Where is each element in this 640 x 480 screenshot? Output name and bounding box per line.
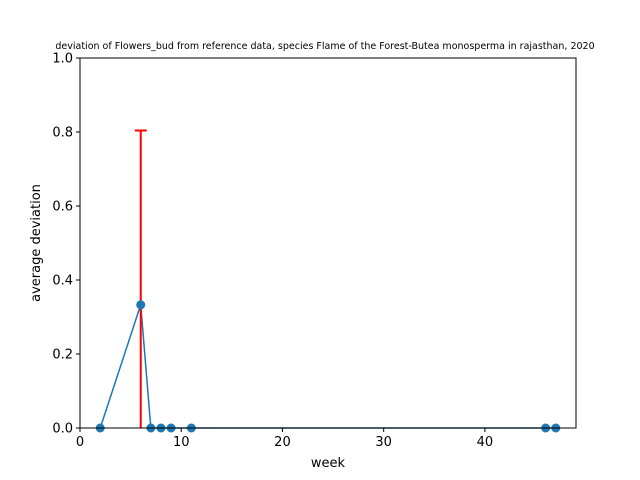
plot-area: [95, 129, 561, 433]
y-tick-label: 0.8: [52, 126, 73, 141]
plot-frame: [79, 57, 577, 429]
series-line: [99, 304, 556, 429]
x-tick-label: 10: [173, 435, 190, 450]
x-tick-label: 40: [477, 435, 494, 450]
x-tick-label: 30: [375, 435, 392, 450]
y-tick-label: 0.6: [52, 200, 73, 215]
x-tick-label: 0: [76, 435, 84, 450]
y-tick-label: 0.4: [52, 274, 73, 289]
y-axis: 0.0 0.2 0.4 0.6 0.8 1.0: [52, 52, 80, 437]
x-tick-label: 20: [274, 435, 291, 450]
y-tick-label: 1.0: [52, 52, 73, 67]
y-tick-label: 0.2: [52, 348, 73, 363]
x-axis-label: week: [311, 456, 346, 471]
chart-title: deviation of Flowers_bud from reference …: [55, 41, 594, 52]
x-axis: 0 10 20 30 40: [76, 428, 493, 450]
data-point: [136, 300, 146, 310]
y-axis-label: average deviation: [29, 184, 44, 302]
y-tick-label: 0.0: [52, 422, 73, 437]
